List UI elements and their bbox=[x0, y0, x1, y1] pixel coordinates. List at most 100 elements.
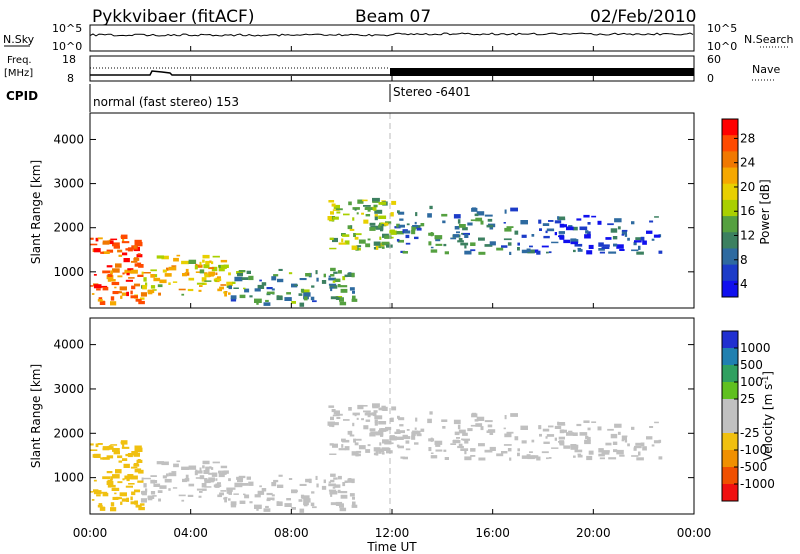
velocity-echo-cell bbox=[470, 455, 476, 457]
velocity-echo-cell bbox=[520, 425, 528, 430]
power-echo-cell bbox=[341, 238, 344, 243]
velocity-echo-cell bbox=[429, 411, 433, 415]
colorbar-swatch bbox=[722, 399, 738, 417]
velocity-ylabel: Slant Range [km] bbox=[29, 364, 43, 468]
velocity-echo-cell bbox=[329, 491, 338, 495]
power-echo-cell bbox=[504, 209, 507, 214]
power-echo-cell bbox=[300, 288, 305, 293]
velocity-echo-cell bbox=[545, 436, 548, 439]
power-echo-cell bbox=[330, 274, 335, 277]
velocity-echo-cell bbox=[299, 483, 307, 486]
velocity-echo-cell bbox=[302, 495, 310, 499]
velocity-echo-cell bbox=[349, 434, 355, 437]
velocity-echo-cell bbox=[131, 475, 138, 480]
colorbar-swatch bbox=[722, 167, 738, 185]
velocity-echo-cell bbox=[503, 444, 512, 446]
velocity-echo-cell bbox=[108, 484, 116, 488]
power-echo-cell bbox=[538, 219, 542, 224]
velocity-echo-cell bbox=[414, 442, 419, 445]
velocity-echo-cell bbox=[273, 479, 279, 483]
velocity-echo-cell bbox=[246, 476, 251, 480]
velocity-echo-cell bbox=[100, 491, 108, 494]
velocity-echo-cell bbox=[560, 429, 567, 433]
power-echo-cell bbox=[93, 274, 97, 276]
power-echo-cell bbox=[277, 278, 284, 283]
power-echo-cell bbox=[133, 245, 137, 249]
velocity-yticks: 4000 3000 2000 1000 bbox=[53, 338, 694, 485]
velocity-echo-cell bbox=[305, 478, 311, 483]
power-echo-cell bbox=[405, 234, 410, 239]
velocity-echo-cell bbox=[333, 477, 338, 480]
velocity-echo-cell bbox=[178, 494, 186, 497]
velocity-echo-cell bbox=[342, 439, 350, 443]
velocity-echo-cell bbox=[172, 487, 178, 489]
velocity-echo-cell bbox=[605, 442, 612, 446]
power-echo-cell bbox=[506, 226, 514, 228]
power-echo-cell bbox=[99, 301, 106, 305]
velocity-echo-cell bbox=[244, 494, 250, 499]
power-echo-cell bbox=[112, 242, 120, 247]
power-echo-cell bbox=[91, 293, 95, 295]
velocity-echo-cell bbox=[434, 440, 443, 445]
power-echo-cell bbox=[352, 290, 355, 294]
power-echo-cell bbox=[381, 246, 385, 249]
x-tick-label: 00:00 bbox=[677, 526, 712, 540]
velocity-echo-cell bbox=[356, 417, 359, 420]
power-echo-cell bbox=[93, 284, 102, 289]
velocity-echo-cell bbox=[399, 424, 404, 427]
velocity-echo-cell bbox=[372, 406, 379, 409]
power-echo-cell bbox=[254, 298, 262, 303]
power-echo-cell bbox=[617, 226, 621, 230]
velocity-echo-cell bbox=[233, 493, 239, 495]
power-echo-cell bbox=[543, 235, 550, 239]
velocity-echo-cell bbox=[159, 485, 167, 489]
velocity-echo-cell bbox=[121, 498, 127, 502]
velocity-echo-cell bbox=[330, 502, 339, 506]
velocity-echo-cell bbox=[349, 493, 355, 497]
velocity-echo-cell bbox=[188, 483, 195, 487]
velocity-echo-cell bbox=[591, 421, 597, 423]
power-echo-cell bbox=[107, 240, 114, 245]
nsky-trace bbox=[89, 32, 694, 50]
power-echo-cell bbox=[397, 210, 400, 214]
power-echo-cell bbox=[349, 287, 355, 291]
velocity-echo-cell bbox=[147, 496, 153, 501]
power-echo-cell bbox=[484, 244, 493, 247]
velocity-echo-cell bbox=[396, 436, 404, 440]
velocity-echo-cell bbox=[168, 488, 171, 491]
power-echo-cell bbox=[378, 202, 387, 205]
colorbar-tick-label: 4 bbox=[740, 277, 748, 291]
power-echo-cell bbox=[338, 242, 346, 245]
power-echo-cell bbox=[601, 246, 610, 249]
power-echo-cell bbox=[598, 248, 605, 251]
power-echo-cell bbox=[335, 297, 340, 300]
velocity-echo-cell bbox=[328, 405, 335, 408]
velocity-echo-cell bbox=[291, 489, 298, 494]
velocity-echo-cell bbox=[404, 436, 411, 440]
power-echo-cell bbox=[114, 286, 117, 289]
velocity-echo-cell bbox=[176, 460, 181, 463]
power-echo-cell bbox=[362, 199, 368, 202]
power-echo-cell bbox=[343, 213, 350, 216]
velocity-echo-cell bbox=[405, 448, 411, 451]
power-echo-cell bbox=[199, 285, 203, 287]
power-echo-cell bbox=[330, 211, 334, 215]
velocity-echo-cell bbox=[130, 501, 138, 505]
velocity-echo-cell bbox=[381, 452, 385, 455]
velocity-echo-cell bbox=[654, 421, 659, 424]
power-echo-cell bbox=[380, 222, 384, 226]
velocity-echo-cell bbox=[162, 475, 167, 479]
power-echo-cell bbox=[378, 245, 382, 249]
velocity-echo-cell bbox=[453, 439, 460, 443]
velocity-echo-cell bbox=[471, 413, 478, 418]
velocity-echo-cell bbox=[128, 483, 135, 485]
power-echo-cell bbox=[464, 250, 472, 255]
power-echo-cell bbox=[259, 279, 262, 282]
velocity-echo-cell bbox=[158, 498, 161, 502]
power-echo-cell bbox=[372, 207, 377, 211]
velocity-echo-cell bbox=[263, 508, 271, 512]
velocity-echo-cell bbox=[372, 412, 377, 417]
velocity-echo-cell bbox=[236, 476, 244, 480]
power-echo-cell bbox=[380, 222, 389, 226]
power-echo-cell bbox=[246, 270, 251, 274]
